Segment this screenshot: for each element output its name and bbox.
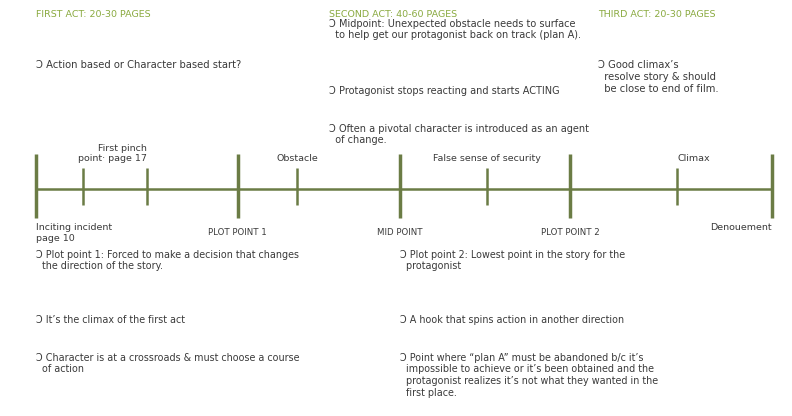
Text: Ɔ It’s the climax of the first act: Ɔ It’s the climax of the first act: [36, 315, 185, 325]
Text: Ɔ Midpoint: Unexpected obstacle needs to surface
  to help get our protagonist b: Ɔ Midpoint: Unexpected obstacle needs to…: [329, 19, 581, 40]
Text: Ɔ Point where “plan A” must be abandoned b/c it’s
  impossible to achieve or it’: Ɔ Point where “plan A” must be abandoned…: [400, 353, 658, 398]
Text: THIRD ACT: 20-30 PAGES: THIRD ACT: 20-30 PAGES: [598, 10, 715, 20]
Text: Ɔ A hook that spins action in another direction: Ɔ A hook that spins action in another di…: [400, 315, 624, 325]
Text: Ɔ Protagonist stops reacting and starts ACTING: Ɔ Protagonist stops reacting and starts …: [329, 86, 559, 96]
Text: Ɔ Plot point 1: Forced to make a decision that changes
  the direction of the st: Ɔ Plot point 1: Forced to make a decisio…: [36, 250, 299, 271]
Text: Climax: Climax: [677, 154, 710, 163]
Text: Ɔ Good climax’s
  resolve story & should
  be close to end of film.: Ɔ Good climax’s resolve story & should b…: [598, 60, 718, 94]
Text: Ɔ Action based or Character based start?: Ɔ Action based or Character based start?: [36, 60, 241, 70]
Text: First pinch
point· page 17: First pinch point· page 17: [78, 144, 147, 163]
Text: Ɔ Often a pivotal character is introduced as an agent
  of change.: Ɔ Often a pivotal character is introduce…: [329, 124, 588, 145]
Text: MID POINT: MID POINT: [377, 228, 423, 237]
Text: PLOT POINT 2: PLOT POINT 2: [541, 228, 600, 237]
Text: Denouement: Denouement: [710, 223, 772, 233]
Text: PLOT POINT 1: PLOT POINT 1: [208, 228, 267, 237]
Text: SECOND ACT: 40-60 PAGES: SECOND ACT: 40-60 PAGES: [329, 10, 457, 20]
Text: False sense of security: False sense of security: [433, 154, 541, 163]
Text: Ɔ Character is at a crossroads & must choose a course
  of action: Ɔ Character is at a crossroads & must ch…: [36, 353, 299, 374]
Text: Inciting incident
page 10: Inciting incident page 10: [36, 223, 112, 243]
Text: Ɔ Plot point 2: Lowest point in the story for the
  protagonist: Ɔ Plot point 2: Lowest point in the stor…: [400, 250, 625, 271]
Text: Obstacle: Obstacle: [276, 154, 318, 163]
Text: FIRST ACT: 20-30 PAGES: FIRST ACT: 20-30 PAGES: [36, 10, 150, 20]
